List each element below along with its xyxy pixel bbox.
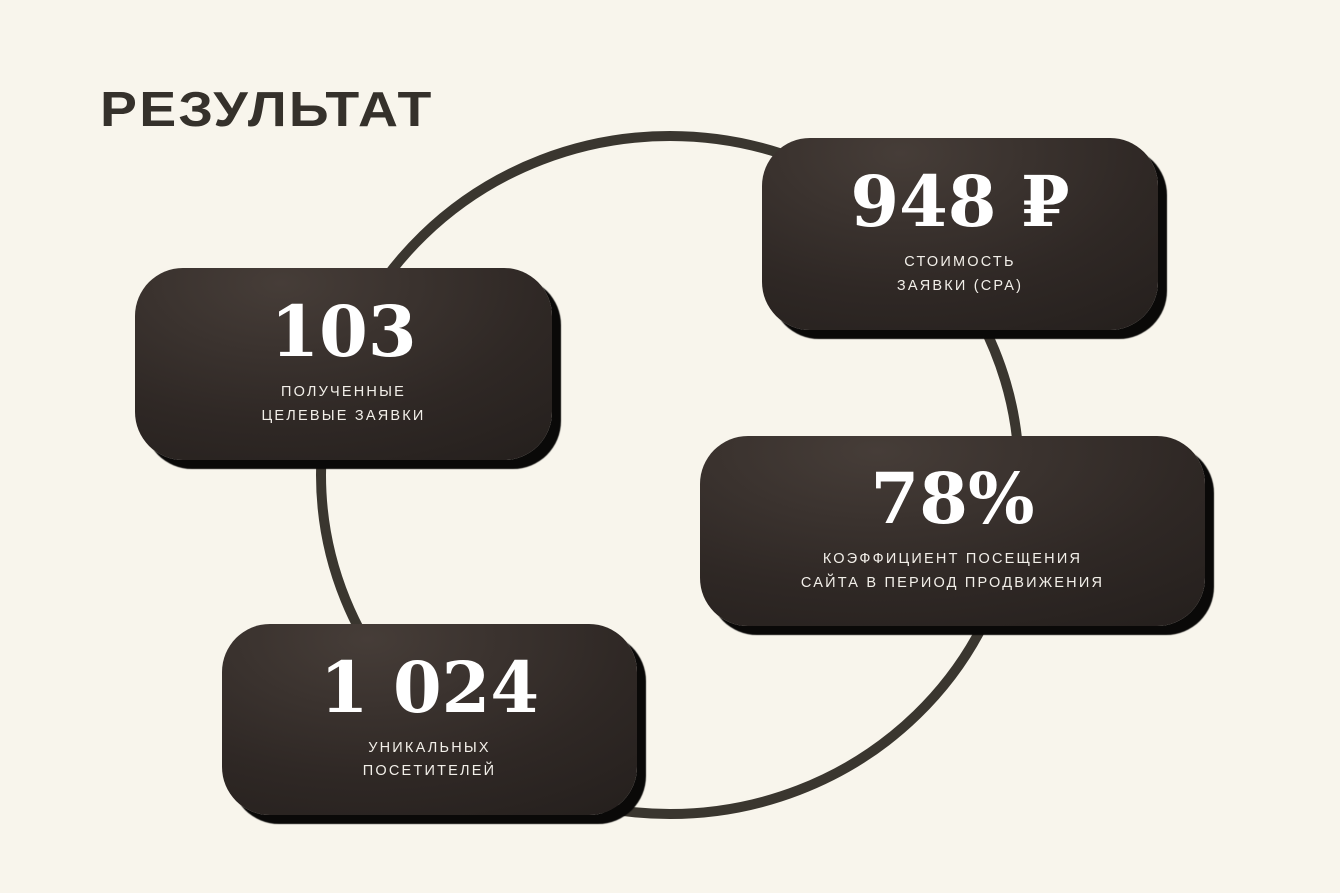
stat-value-cpa: 948 ₽ — [850, 160, 1070, 244]
stat-value-leads: 103 — [270, 290, 417, 374]
stat-card-visit-rate: 78% КОЭФФИЦИЕНТ ПОСЕЩЕНИЯ САЙТА В ПЕРИОД… — [700, 436, 1205, 626]
page-title: РЕЗУЛЬТАТ — [100, 83, 434, 137]
stat-card-leads: 103 ПОЛУЧЕННЫЕ ЦЕЛЕВЫЕ ЗАЯВКИ — [135, 268, 552, 460]
stat-value-visit-rate: 78% — [870, 457, 1035, 541]
stat-label-leads: ПОЛУЧЕННЫЕ ЦЕЛЕВЫЕ ЗАЯВКИ — [261, 384, 426, 424]
stat-label-visit-rate: КОЭФФИЦИЕНТ ПОСЕЩЕНИЯ САЙТА В ПЕРИОД ПРО… — [800, 551, 1105, 591]
stat-label-cpa: СТОИМОСТЬ ЗАЯВКИ (CPA) — [896, 254, 1024, 294]
stat-card-visitors: 1 024 УНИКАЛЬНЫХ ПОСЕТИТЕЛЕЙ — [222, 624, 637, 815]
stat-value-visitors: 1 024 — [319, 645, 540, 729]
stat-card-cpa: 948 ₽ СТОИМОСТЬ ЗАЯВКИ (CPA) — [762, 138, 1158, 330]
stat-label-visitors: УНИКАЛЬНЫХ ПОСЕТИТЕЛЕЙ — [362, 739, 497, 779]
